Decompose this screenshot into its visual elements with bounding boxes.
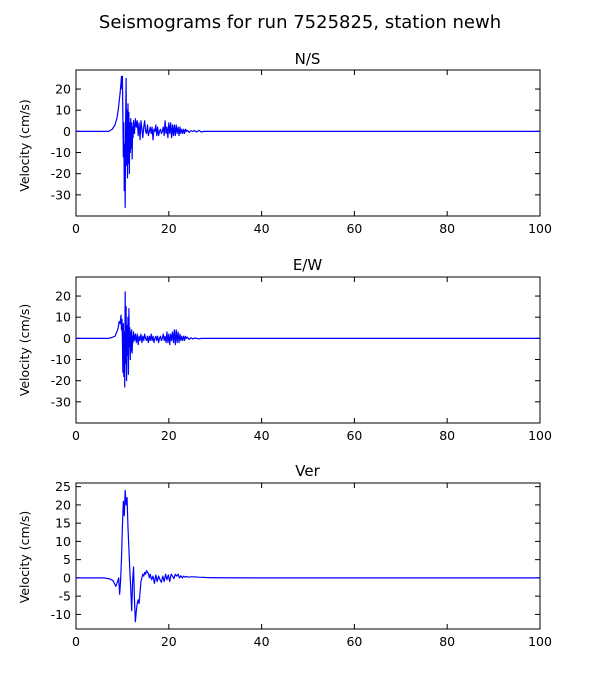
ver-y-tick-label: 15 bbox=[55, 516, 71, 531]
ew-y-tick-label: -20 bbox=[51, 373, 71, 388]
ns-x-tick-label: 80 bbox=[439, 221, 455, 236]
figure-title: Seismograms for run 7525825, station new… bbox=[99, 12, 501, 33]
ver-y-tick-label: 10 bbox=[55, 534, 71, 549]
ew-y-axis-label: Velocity (cm/s) bbox=[17, 304, 32, 397]
ew-x-tick-label: 80 bbox=[439, 428, 455, 443]
ver-y-axis-label: Velocity (cm/s) bbox=[17, 511, 32, 604]
ew-velocity-line bbox=[76, 291, 540, 388]
ns-y-tick-label: 0 bbox=[63, 124, 71, 139]
ver-plot-area bbox=[75, 482, 541, 630]
ver-x-tick-label: 0 bbox=[72, 634, 80, 649]
ew-y-tick-label: -10 bbox=[51, 352, 71, 367]
ew-y-tick-label: 20 bbox=[55, 289, 71, 304]
ns-y-tick-label: 10 bbox=[55, 103, 71, 118]
ew-y-tick-label: 10 bbox=[55, 310, 71, 325]
ns-y-tick-label: -30 bbox=[51, 187, 71, 202]
ver-x-tick-label: 20 bbox=[161, 634, 177, 649]
ver-y-tick-label: 0 bbox=[63, 570, 71, 585]
ver-x-tick-label: 80 bbox=[439, 634, 455, 649]
ver-y-tick-label: -10 bbox=[51, 607, 71, 622]
ew-x-tick-label: 100 bbox=[528, 428, 552, 443]
ns-x-tick-label: 20 bbox=[161, 221, 177, 236]
ver-y-tick-label: 25 bbox=[55, 479, 71, 494]
ew-x-tick-label: 0 bbox=[72, 428, 80, 443]
ver-panel-title: Ver bbox=[295, 462, 320, 480]
ver-y-tick-label: 5 bbox=[63, 552, 71, 567]
ns-y-tick-label: -10 bbox=[51, 145, 71, 160]
ver-x-tick-label: 40 bbox=[254, 634, 270, 649]
ew-y-tick-label: 0 bbox=[63, 331, 71, 346]
ns-y-tick-label: -20 bbox=[51, 166, 71, 181]
ew-y-tick-label: -30 bbox=[51, 394, 71, 409]
ew-x-tick-label: 20 bbox=[161, 428, 177, 443]
ns-x-tick-label: 40 bbox=[254, 221, 270, 236]
ver-x-tick-label: 100 bbox=[528, 634, 552, 649]
ver-velocity-line bbox=[76, 489, 540, 623]
ew-plot-area bbox=[75, 276, 541, 424]
ver-y-tick-label: -5 bbox=[59, 589, 71, 604]
ns-plot-area bbox=[75, 69, 541, 217]
ew-x-tick-label: 40 bbox=[254, 428, 270, 443]
ew-x-tick-label: 60 bbox=[346, 428, 362, 443]
ns-panel-title: N/S bbox=[295, 50, 321, 68]
ns-velocity-line bbox=[76, 75, 540, 209]
ns-y-tick-label: 20 bbox=[55, 82, 71, 97]
ver-x-tick-label: 60 bbox=[346, 634, 362, 649]
ver-y-tick-label: 20 bbox=[55, 497, 71, 512]
ns-x-tick-label: 100 bbox=[528, 221, 552, 236]
ns-x-tick-label: 0 bbox=[72, 221, 80, 236]
ew-panel-title: E/W bbox=[293, 256, 323, 274]
ns-x-tick-label: 60 bbox=[346, 221, 362, 236]
ns-y-axis-label: Velocity (cm/s) bbox=[17, 99, 32, 192]
